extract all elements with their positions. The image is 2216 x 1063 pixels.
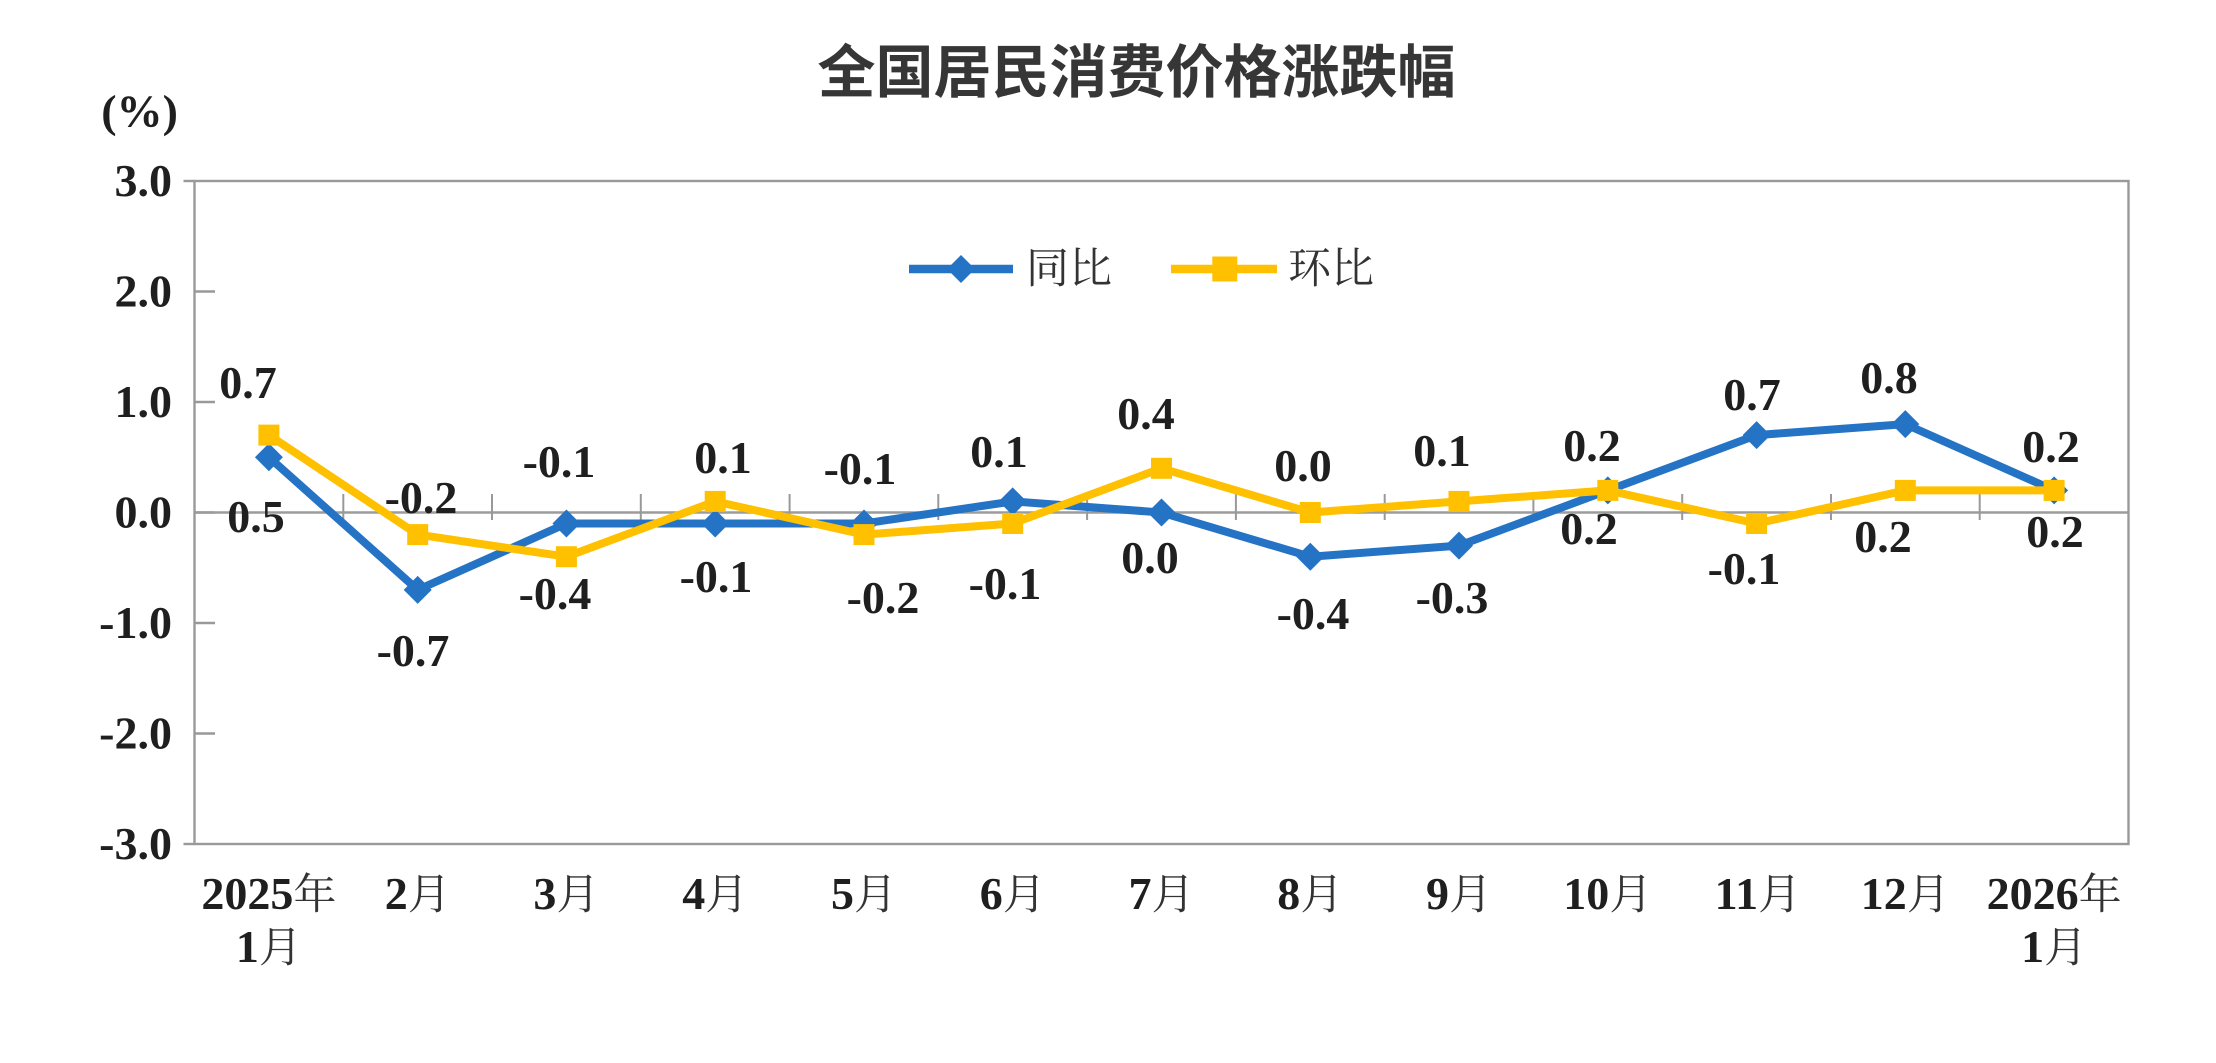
svg-text:9: 9 bbox=[1426, 868, 1449, 919]
svg-text:10: 10 bbox=[1563, 868, 1609, 919]
svg-text:5: 5 bbox=[831, 868, 854, 919]
svg-text:1: 1 bbox=[2021, 921, 2044, 972]
svg-text:-0.1: -0.1 bbox=[523, 436, 596, 487]
svg-text:-2.0: -2.0 bbox=[99, 708, 172, 759]
svg-text:-0.1: -0.1 bbox=[680, 551, 753, 602]
svg-text:6: 6 bbox=[980, 868, 1003, 919]
svg-text:0.7: 0.7 bbox=[1723, 369, 1781, 420]
svg-text:2026: 2026 bbox=[1987, 868, 2079, 919]
svg-text:0.2: 0.2 bbox=[2026, 506, 2084, 557]
svg-text:0.4: 0.4 bbox=[1117, 388, 1175, 439]
svg-text:3: 3 bbox=[533, 868, 556, 919]
svg-text:-0.1: -0.1 bbox=[824, 443, 897, 494]
svg-text:-0.2: -0.2 bbox=[847, 572, 920, 623]
svg-text:0.0: 0.0 bbox=[1121, 532, 1179, 583]
svg-text:0.1: 0.1 bbox=[1413, 425, 1471, 476]
svg-text:0.8: 0.8 bbox=[1860, 352, 1918, 403]
svg-text:-0.4: -0.4 bbox=[519, 568, 592, 619]
svg-text:-3.0: -3.0 bbox=[99, 818, 172, 869]
svg-text:-0.4: -0.4 bbox=[1277, 588, 1350, 639]
svg-text:0.2: 0.2 bbox=[1854, 511, 1912, 562]
svg-text:0.5: 0.5 bbox=[227, 491, 285, 542]
svg-text:-1.0: -1.0 bbox=[99, 597, 172, 648]
svg-text:8: 8 bbox=[1277, 868, 1300, 919]
svg-text:0.1: 0.1 bbox=[694, 432, 752, 483]
svg-text:2025: 2025 bbox=[201, 868, 293, 919]
svg-text:3.0: 3.0 bbox=[115, 155, 173, 206]
svg-text:2: 2 bbox=[385, 868, 408, 919]
svg-text:11: 11 bbox=[1715, 868, 1758, 919]
svg-text:-0.1: -0.1 bbox=[1708, 543, 1781, 594]
svg-text:1: 1 bbox=[236, 921, 259, 972]
svg-text:0.2: 0.2 bbox=[1563, 420, 1621, 471]
svg-text:0.0: 0.0 bbox=[1274, 440, 1332, 491]
svg-text:7: 7 bbox=[1129, 868, 1152, 919]
svg-text:1.0: 1.0 bbox=[115, 376, 173, 427]
svg-text:0.7: 0.7 bbox=[219, 357, 277, 408]
svg-text:2.0: 2.0 bbox=[115, 266, 173, 317]
svg-text:(%): (%) bbox=[101, 85, 178, 136]
svg-text:0.2: 0.2 bbox=[1560, 503, 1618, 554]
svg-text:-0.3: -0.3 bbox=[1416, 572, 1489, 623]
svg-text:-0.2: -0.2 bbox=[385, 472, 458, 523]
svg-text:-0.1: -0.1 bbox=[969, 558, 1042, 609]
svg-text:12: 12 bbox=[1861, 868, 1907, 919]
svg-text:-0.7: -0.7 bbox=[377, 625, 450, 676]
svg-text:0.1: 0.1 bbox=[970, 426, 1028, 477]
svg-text:0.2: 0.2 bbox=[2022, 421, 2080, 472]
svg-text:4: 4 bbox=[682, 868, 705, 919]
svg-text:0.0: 0.0 bbox=[115, 487, 173, 538]
